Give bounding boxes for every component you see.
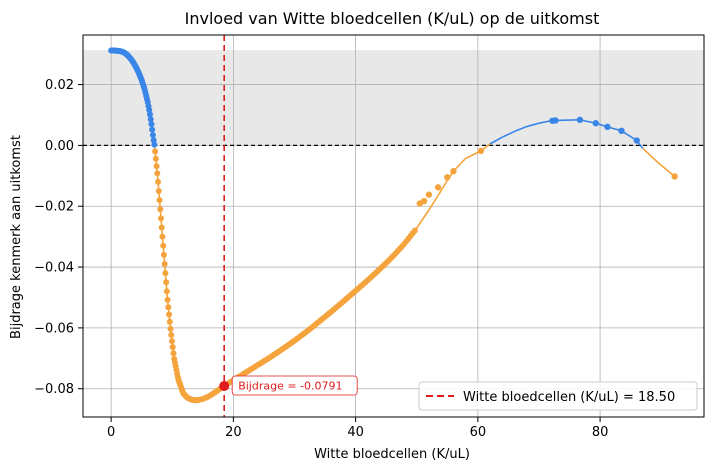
curve-marker xyxy=(168,331,175,338)
curve-marker xyxy=(434,184,442,191)
curve-marker xyxy=(416,200,423,207)
curve-marker xyxy=(160,242,167,249)
curve-marker xyxy=(162,270,169,277)
curve-segment xyxy=(526,122,540,128)
curve-marker xyxy=(450,168,457,175)
y-axis-label: Bijdrage kenmerk aan uitkomst xyxy=(9,135,24,339)
text-layer: Invloed van Witte bloedcellen (K/uL) op … xyxy=(9,9,599,462)
curve-marker xyxy=(146,111,153,118)
curve-marker xyxy=(151,141,158,148)
legend-box xyxy=(418,381,698,411)
y-tick-label: −0.08 xyxy=(34,382,74,397)
curve-marker xyxy=(163,279,170,286)
curve-marker xyxy=(157,215,164,222)
curve-segment xyxy=(657,162,676,178)
curve-marker xyxy=(166,311,173,318)
curve-marker xyxy=(618,127,625,135)
annotation-text: Bijdrage = -0.0791 xyxy=(238,379,342,392)
curve-marker xyxy=(477,147,485,155)
legend-entry-label: Witte bloedcellen (K/uL) = 18.50 xyxy=(463,390,675,405)
plot-area: Bijdrage = -0.0791 0 20 40 60 80 0.02 0.00 −0.02… xyxy=(34,34,705,440)
curve-segment xyxy=(437,179,448,196)
curve-segment xyxy=(538,119,552,124)
x-tick-label: 40 xyxy=(347,425,364,440)
curve-marker xyxy=(155,188,162,195)
x-tick-label: 0 xyxy=(107,425,115,440)
curve-marker xyxy=(155,178,162,185)
x-tick-label: 80 xyxy=(592,425,609,440)
curve-marker xyxy=(633,137,640,144)
curve-marker xyxy=(576,116,584,124)
curve-marker xyxy=(159,233,166,240)
curve-marker xyxy=(148,121,155,128)
curve-marker xyxy=(444,174,451,181)
curve-marker xyxy=(671,173,678,180)
y-tick-label: −0.04 xyxy=(34,261,74,276)
axes-frame xyxy=(82,34,705,418)
curve-marker xyxy=(166,318,173,325)
curve-marker xyxy=(425,191,433,198)
curve-marker xyxy=(156,197,163,204)
curve-segment xyxy=(428,195,439,211)
curve-marker xyxy=(167,325,174,332)
x-tick-label: 20 xyxy=(225,425,242,440)
curve-marker xyxy=(152,148,159,155)
chart-title: Invloed van Witte bloedcellen (K/uL) op … xyxy=(185,9,600,28)
curve-marker xyxy=(149,132,156,139)
highlight-point xyxy=(219,380,230,391)
annotation-box xyxy=(231,375,358,396)
curve-marker xyxy=(604,123,611,131)
curve-marker xyxy=(157,206,164,213)
x-axis-label: Witte bloedcellen (K/uL) xyxy=(314,447,470,462)
curve-marker xyxy=(149,126,156,133)
curve-marker xyxy=(150,137,157,144)
curve-marker xyxy=(160,251,167,258)
curve-marker xyxy=(592,120,600,127)
curve-marker xyxy=(161,261,168,268)
curve-marker xyxy=(147,116,154,123)
curve-marker xyxy=(165,304,172,311)
curve-segment xyxy=(514,125,528,133)
curve-marker xyxy=(168,338,175,345)
curve-marker xyxy=(170,350,177,357)
positive-region-band xyxy=(83,50,704,146)
y-tick-label: −0.02 xyxy=(34,200,74,215)
curve-marker xyxy=(152,155,159,162)
y-tick-label: −0.06 xyxy=(34,321,74,336)
curve-marker xyxy=(158,224,165,231)
curve-marker xyxy=(411,227,418,234)
curve-segment xyxy=(489,136,503,145)
legend: Witte bloedcellen (K/uL) = 18.50 xyxy=(418,381,698,411)
curve-segment xyxy=(501,130,515,138)
curve-marker xyxy=(164,296,171,303)
curve-marker xyxy=(552,117,559,124)
x-tick-label: 60 xyxy=(470,425,487,440)
curve-segment xyxy=(642,147,659,164)
curve-marker xyxy=(169,344,176,351)
curve-segment xyxy=(555,119,580,122)
curve-marker xyxy=(163,288,170,295)
curve-segment xyxy=(416,209,430,229)
y-tick-label: 0.02 xyxy=(45,78,74,93)
y-tick-label: 0.00 xyxy=(45,139,74,154)
curve-marker xyxy=(154,170,161,177)
curve-marker xyxy=(153,163,160,170)
